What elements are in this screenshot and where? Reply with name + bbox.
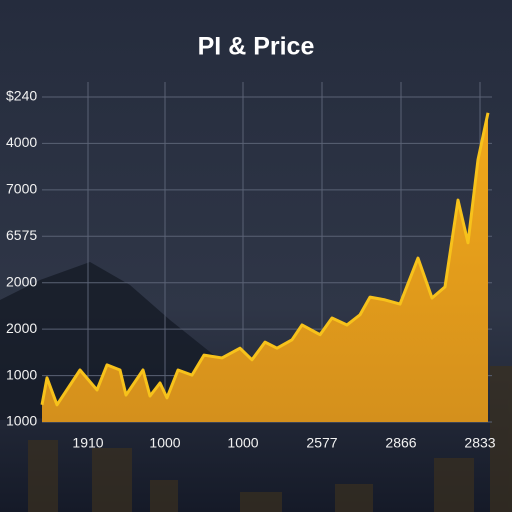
y-tick-label: 4000: [6, 134, 37, 150]
y-tick-label: 2000: [6, 273, 37, 289]
area: [42, 112, 488, 423]
x-tick-label: 1910: [72, 435, 103, 451]
y-tick-label: 6575: [6, 227, 37, 243]
y-tick-label: 1000: [6, 366, 37, 382]
x-tick-label: 1000: [149, 435, 180, 451]
y-tick-label: $240: [6, 88, 37, 104]
y-tick-label: 2000: [6, 320, 37, 336]
y-tick-label: 1000: [6, 413, 37, 429]
chart-title: PI & Price: [198, 33, 315, 61]
line: [40, 112, 490, 407]
x-tick-label: 2866: [385, 435, 416, 451]
x-tick-label: 1000: [227, 435, 258, 451]
x-tick-label: 2577: [306, 435, 337, 451]
x-tick-label: 2833: [464, 435, 495, 451]
y-tick-label: 7000: [6, 181, 37, 197]
background-bars: [28, 366, 512, 512]
